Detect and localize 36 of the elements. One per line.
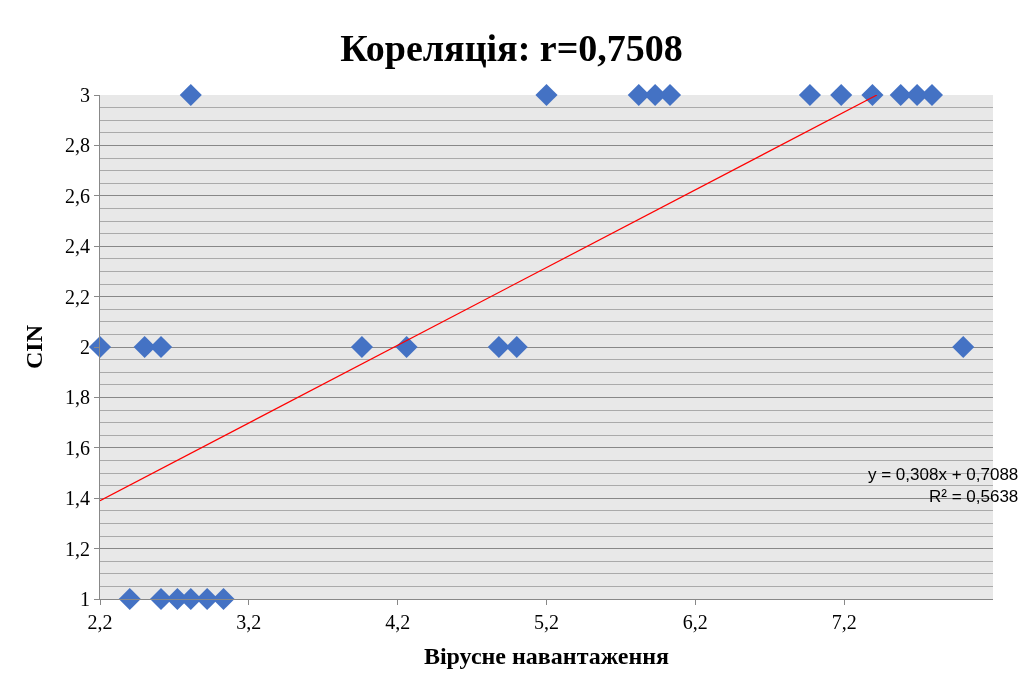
y-tick-label: 2,6 [65, 184, 90, 207]
point [212, 587, 235, 611]
point [627, 83, 650, 107]
y-tick-label: 3 [80, 84, 90, 106]
point [889, 83, 912, 107]
point [505, 335, 528, 359]
point [487, 335, 510, 359]
x-tick-label: 6,2 [682, 611, 708, 633]
point [830, 83, 853, 107]
point [179, 83, 202, 107]
x-axis-title: Вірусне навантаження [423, 643, 670, 670]
y-tick-label: 1,4 [65, 487, 90, 510]
y-tick-label: 2 [80, 336, 90, 358]
x-tick-label: 3,2 [236, 611, 262, 633]
point [861, 83, 884, 107]
annotation: y = 0,308x + 0,7088 [868, 465, 1019, 484]
y-tick-label: 1,2 [65, 537, 90, 560]
chart-title: Кореляція: r=0,7508 [340, 26, 683, 69]
point [395, 335, 418, 359]
y-tick-label: 2,2 [65, 285, 90, 308]
point [952, 335, 975, 359]
y-tick-label: 2,8 [65, 134, 90, 157]
point [118, 587, 141, 611]
point [535, 83, 558, 107]
point [798, 83, 821, 107]
y-tick-label: 1,6 [65, 436, 90, 459]
x-tick-label: 5,2 [534, 611, 559, 633]
y-axis-title: CIN [21, 324, 48, 370]
y-tick-label: 1,8 [65, 386, 90, 409]
point [350, 335, 373, 359]
annotation: R² = 0,5638 [928, 487, 1019, 507]
point [88, 335, 112, 359]
x-tick-label: 4,2 [385, 611, 411, 633]
x-tick-label: 7,2 [831, 611, 857, 633]
y-tick-label: 2,4 [65, 235, 90, 258]
y-tick-label: 1 [80, 588, 90, 610]
